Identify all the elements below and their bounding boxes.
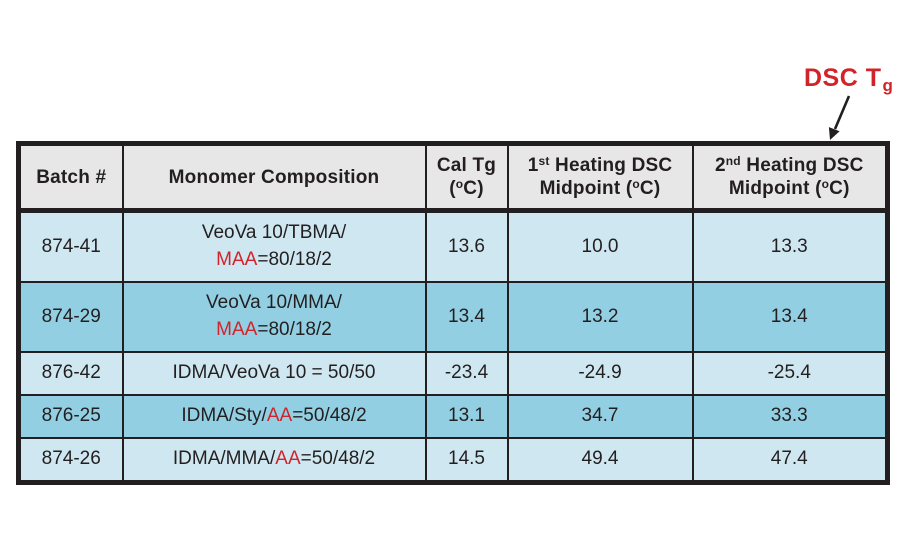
column-header-batch: Batch # [17,142,124,214]
table-row: 874-41 VeoVa 10/TBMA/MAA=80/18/2 13.6 10.0 1… [17,209,889,284]
table-row: 876-42 IDMA/VeoVa 10 = 50/50 -23.4 -24.9 -25… [17,351,889,397]
dsc-results-table: Batch # Monomer Composition Cal Tg (oC) 1st … [16,141,890,486]
composition-cell: VeoVa 10/MMA/MAA=80/18/2 [121,281,427,354]
composition-cell: VeoVa 10/TBMA/MAA=80/18/2 [121,209,427,284]
dsc-tg-label: DSC T [804,64,882,92]
column-header-second-heating: 2nd Heating DSC Midpoint (oC) [691,142,889,214]
cal-tg-cell: 13.1 [424,394,509,440]
table-body: 874-41 VeoVa 10/TBMA/MAA=80/18/2 13.6 10.0 1… [17,209,889,484]
header-row: Batch # Monomer Composition Cal Tg (oC) 1st … [17,142,889,214]
table-row: 874-29 VeoVa 10/MMA/MAA=80/18/2 13.4 13.2 13… [17,281,889,354]
first-heating-cell: 34.7 [506,394,694,440]
second-heating-cell: 13.4 [691,281,889,354]
column-header-first-heating: 1st Heating DSC Midpoint (oC) [506,142,694,214]
column-header-cal-tg: Cal Tg (oC) [424,142,509,214]
batch-cell: 876-25 [17,394,124,440]
arrow-down-left-icon [828,95,851,140]
first-heating-cell: 10.0 [506,209,694,284]
second-heating-cell: -25.4 [691,351,889,397]
cal-tg-cell: -23.4 [424,351,509,397]
table-row: 876-25 IDMA/Sty/AA=50/48/2 13.1 34.7 33.3 [17,394,889,440]
first-heating-cell: 13.2 [506,281,694,354]
composition-cell: IDMA/Sty/AA=50/48/2 [121,394,427,440]
second-heating-cell: 47.4 [691,437,889,484]
cal-tg-cell: 13.4 [424,281,509,354]
second-heating-cell: 13.3 [691,209,889,284]
dsc-tg-subscript: g [882,76,894,95]
batch-cell: 874-26 [17,437,124,484]
column-header-composition: Monomer Composition [121,142,427,214]
dsc-tg-annotation: DSC Tg [804,64,893,96]
first-heating-cell: -24.9 [506,351,694,397]
first-heating-cell: 49.4 [506,437,694,484]
table-row: 874-26 IDMA/MMA/AA=50/48/2 14.5 49.4 47.4 [17,437,889,484]
composition-cell: IDMA/VeoVa 10 = 50/50 [121,351,427,397]
batch-cell: 874-41 [17,209,124,284]
composition-cell: IDMA/MMA/AA=50/48/2 [121,437,427,484]
batch-cell: 876-42 [17,351,124,397]
cal-tg-cell: 13.6 [424,209,509,284]
cal-tg-cell: 14.5 [424,437,509,484]
second-heating-cell: 33.3 [691,394,889,440]
batch-cell: 874-29 [17,281,124,354]
